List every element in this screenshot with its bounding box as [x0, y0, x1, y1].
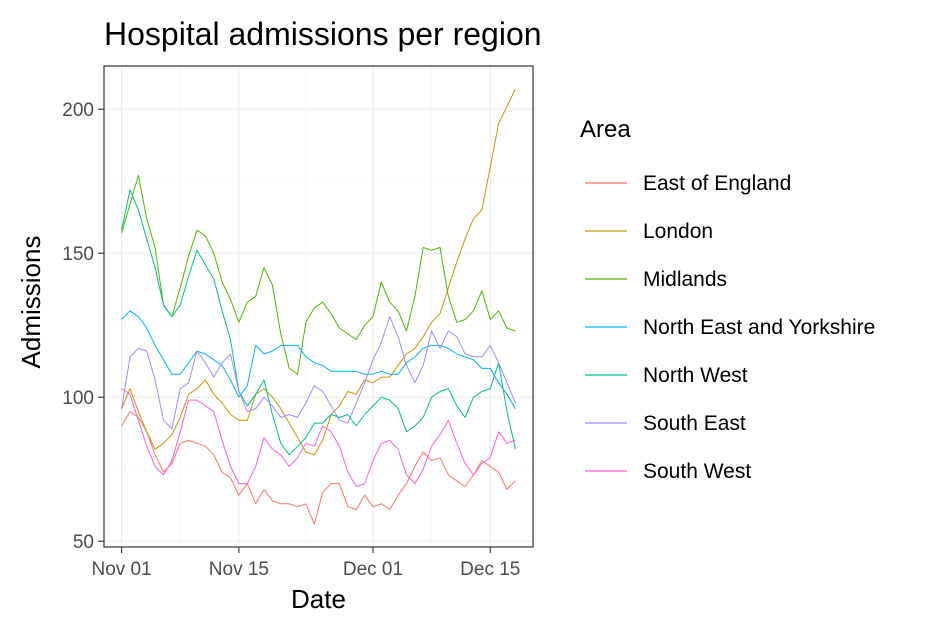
legend-items: East of England London Midlands North East … — [585, 172, 875, 483]
series-line-3 — [121, 310, 516, 409]
series-line-4 — [121, 189, 516, 456]
x-tick-label: Dec 15 — [460, 559, 520, 580]
y-axis-title: Admissions — [16, 236, 46, 369]
legend-label: London — [643, 220, 713, 243]
series-line-0 — [121, 411, 516, 525]
x-tick-label: Nov 01 — [91, 559, 151, 580]
x-axis-title: Date — [291, 584, 346, 614]
legend-label: East of England — [643, 172, 791, 195]
series-line-5 — [121, 316, 516, 430]
grid — [104, 66, 533, 547]
chart-title: Hospital admissions per region — [104, 16, 542, 52]
y-tick-label: 50 — [73, 532, 94, 553]
y-axis: 50 100 150 200 — [62, 100, 104, 553]
y-tick-label: 200 — [62, 100, 94, 121]
x-tick-label: Nov 15 — [209, 559, 269, 580]
plot-panel-border — [103, 65, 534, 548]
legend-title: Area — [580, 116, 631, 143]
legend-label: South East — [643, 412, 746, 435]
legend-label: North East and Yorkshire — [643, 316, 875, 339]
series-line-6 — [121, 388, 516, 487]
y-tick-label: 100 — [62, 388, 94, 409]
series-line-2 — [121, 174, 516, 375]
x-tick-label: Dec 01 — [343, 559, 403, 580]
legend-label: South West — [643, 460, 751, 483]
legend: Area East of England London Midlands North … — [580, 116, 875, 483]
x-axis: Nov 01 Nov 15 Dec 01 Dec 15 — [91, 547, 520, 580]
series-lines — [121, 88, 516, 525]
legend-label: North West — [643, 364, 748, 387]
series-line-1 — [121, 88, 516, 456]
plot-area — [103, 65, 534, 548]
legend-label: Midlands — [643, 268, 727, 291]
y-tick-label: 150 — [62, 244, 94, 265]
